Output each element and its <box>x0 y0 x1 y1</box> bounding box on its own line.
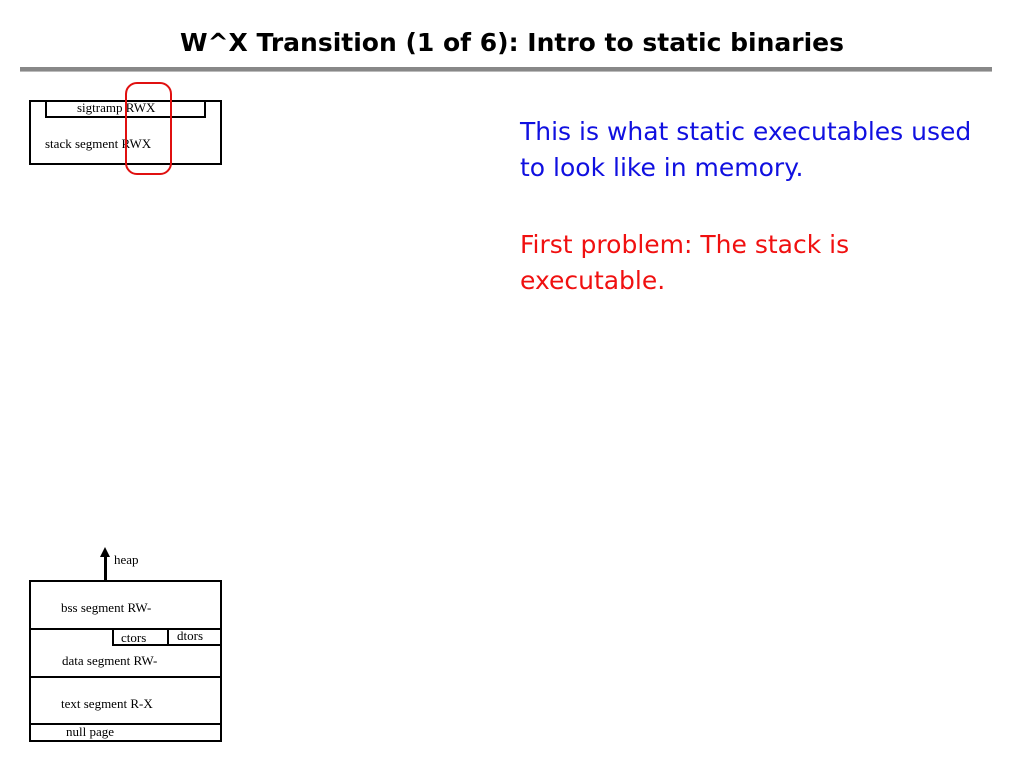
sigtramp-label: sigtramp RWX <box>77 100 156 115</box>
divider <box>29 723 222 725</box>
title-divider <box>20 67 992 72</box>
data-segment-label: data segment RW- <box>62 653 158 668</box>
stack-segment-label: stack segment RWX <box>45 136 152 151</box>
dtors-box <box>167 628 222 646</box>
ctors-label: ctors <box>121 630 147 645</box>
heap-arrow-icon <box>104 556 107 581</box>
note-static-executables: This is what static executables used to … <box>520 117 972 182</box>
divider <box>29 676 222 678</box>
memory-layout-box <box>29 580 222 742</box>
text-segment-label: text segment R-X <box>61 696 153 711</box>
dtors-label: dtors <box>177 628 203 643</box>
rwx-highlight <box>125 82 172 175</box>
slide-title: W^X Transition (1 of 6): Intro to static… <box>180 28 844 57</box>
null-page-label: null page <box>66 724 115 739</box>
note-first-problem: First problem: The stack is executable. <box>520 230 850 295</box>
heap-arrowhead-icon <box>100 547 110 557</box>
bss-segment-label: bss segment RW- <box>61 600 152 615</box>
heap-label: heap <box>114 552 139 567</box>
